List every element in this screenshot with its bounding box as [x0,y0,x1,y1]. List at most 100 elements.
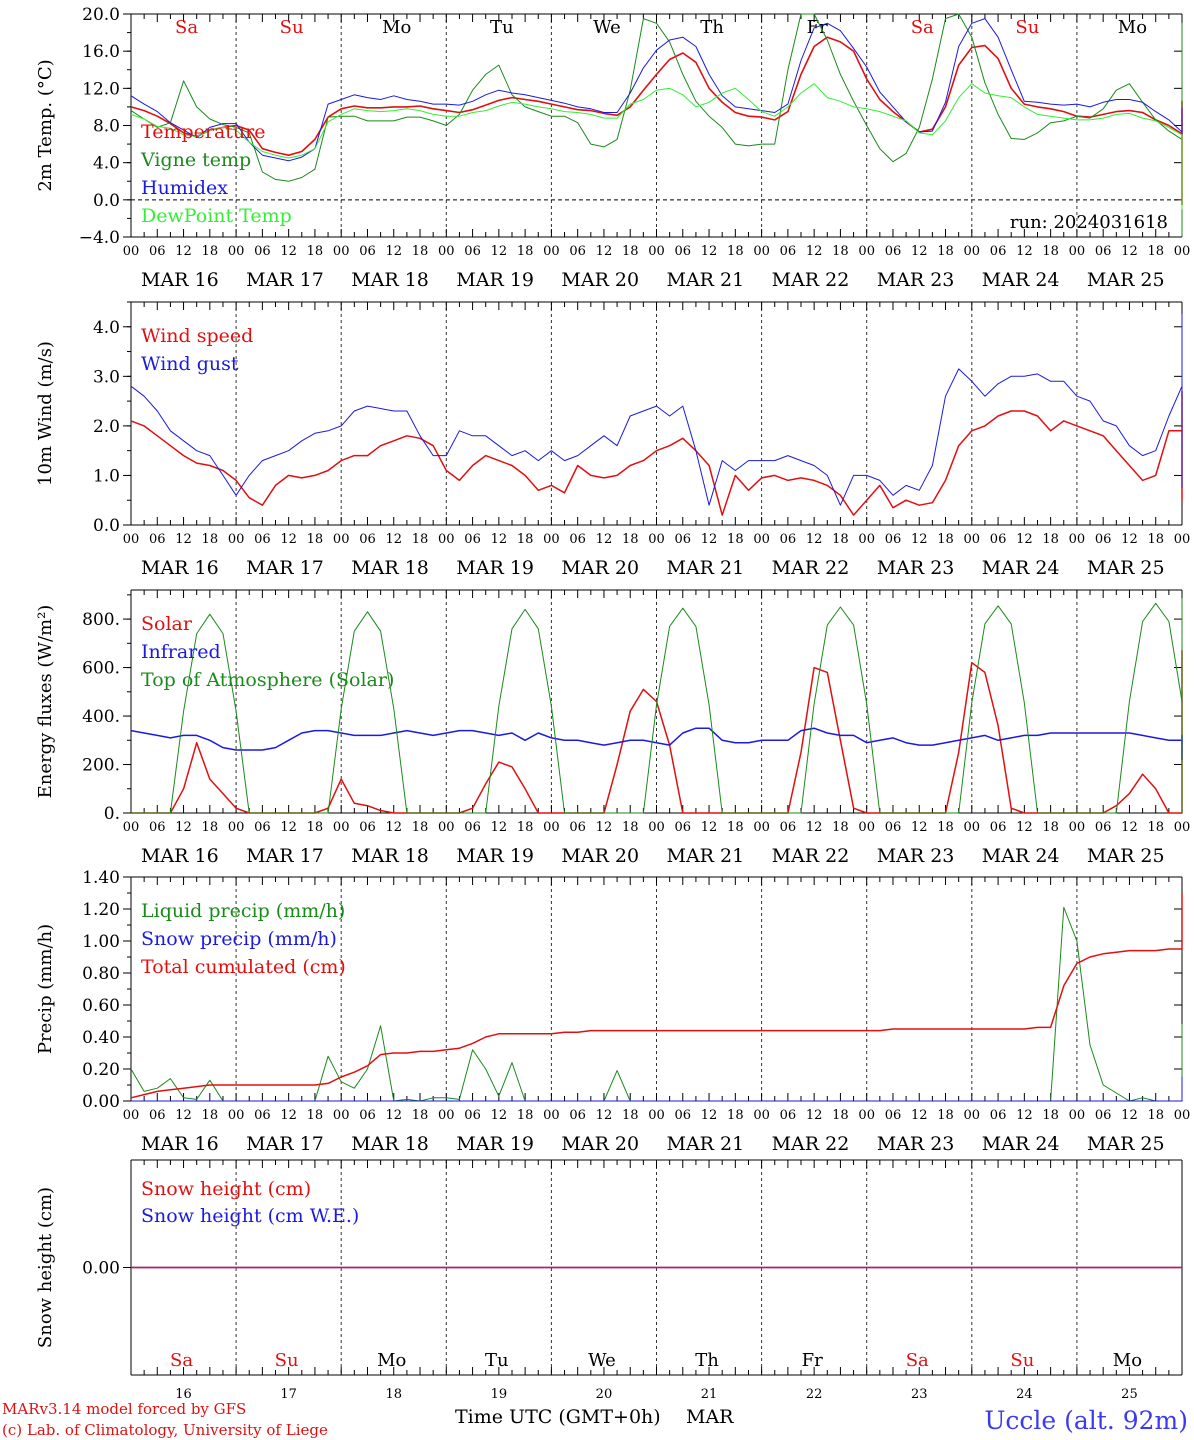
temp-legend-entry: Vigne temp [140,149,251,171]
precip-hour-label: 06 [675,1108,692,1123]
precip-hour-label: 18 [1147,1108,1164,1123]
snow-weekday-label: Mo [377,1350,406,1371]
temp-hour-label: 12 [911,244,928,259]
temp-hour-label: 06 [569,244,586,259]
wind-hour-label: 06 [885,532,902,547]
wind-hour-label: 06 [464,532,481,547]
wind-date-label: MAR 23 [877,557,955,579]
flux-hour-label: 06 [254,820,271,835]
temp-hour-label: 00 [753,244,770,259]
precip-hour-label: 18 [517,1108,534,1123]
temp-hour-label: 00 [543,244,560,259]
snow-day-number: 19 [491,1387,508,1402]
snow-day-number: 16 [175,1387,192,1402]
wind-y-tick-label: 1.0 [93,466,120,486]
precip-hour-label: 18 [727,1108,744,1123]
precip-date-label: MAR 16 [141,1133,219,1155]
wind-legend-entry: Wind gust [141,353,239,375]
temp-y-tick-label: 20.0 [82,5,120,25]
temp-date-label: MAR 21 [667,269,745,291]
temp-y-tick-label: 0.0 [93,191,120,211]
temp-hour-label: 12 [701,244,718,259]
wind-date-label: MAR 22 [772,557,850,579]
precip-y-axis-label: Precip (mm/h) [35,924,56,1054]
flux-hour-label: 06 [149,820,166,835]
flux-hour-label: 00 [1069,820,1086,835]
temp-y-tick-label: 4.0 [93,154,120,174]
flux-date-label: MAR 19 [456,845,534,867]
temp-hour-label: 06 [990,244,1007,259]
wind-hour-label: 00 [543,532,560,547]
precip-hour-label: 06 [149,1108,166,1123]
wind-series-line [130,313,1183,506]
wind-y-tick-label: 4.0 [93,318,120,338]
precip-y-tick-label: 1.40 [82,868,120,888]
flux-date-label: MAR 25 [1087,845,1165,867]
snow-day-number: 21 [701,1387,718,1402]
precip-hour-label: 00 [228,1108,245,1123]
wind-y-tick-label: 0.0 [93,516,120,536]
precip-hour-label: 00 [753,1108,770,1123]
temp-hour-label: 00 [648,244,665,259]
temp-hour-label: 06 [359,244,376,259]
wind-hour-label: 18 [727,532,744,547]
temp-date-label: MAR 16 [141,269,219,291]
flux-y-axis-label: Energy fluxes (W/m²) [35,605,56,799]
precip-y-tick-label: 0.20 [82,1060,120,1080]
wind-hour-label: 18 [517,532,534,547]
flux-hour-label: 12 [175,820,192,835]
wind-hour-label: 12 [806,532,823,547]
temp-hour-label: 06 [1095,244,1112,259]
flux-date-label: MAR 20 [561,845,639,867]
precip-date-label: MAR 21 [667,1133,745,1155]
wind-date-label: MAR 18 [351,557,429,579]
flux-hour-label: 00 [543,820,560,835]
snow-weekday-label: Th [695,1350,719,1371]
temp-hour-label: 06 [675,244,692,259]
wind-hour-label: 18 [412,532,429,547]
wind-y-tick-label: 3.0 [93,367,120,387]
precip-date-label: MAR 19 [456,1133,534,1155]
wind-hour-label: 00 [648,532,665,547]
temp-hour-label: 12 [280,244,297,259]
snow-day-number: 24 [1016,1387,1033,1402]
flux-hour-label: 00 [333,820,350,835]
flux-y-tick-label: 400. [82,707,120,727]
wind-hour-label: 12 [385,532,402,547]
flux-hour-label: 06 [885,820,902,835]
wind-hour-label: 00 [438,532,455,547]
flux-hour-label: 12 [806,820,823,835]
flux-hour-label: 18 [307,820,324,835]
precip-y-tick-label: 0.80 [82,964,120,984]
flux-legend-entry: Infrared [141,641,221,663]
temp-legend-entry: DewPoint Temp [141,205,292,227]
snow-panel: 0.00 Snow height (cm) 16 17 18 19 20 21 22 23 24 25… [35,1159,1183,1402]
precip-hour-label: 06 [359,1108,376,1123]
wind-hour-label: 12 [701,532,718,547]
precip-date-label: MAR 23 [877,1133,955,1155]
wind-legend-entry: Wind speed [141,325,253,347]
flux-hour-label: 12 [1121,820,1138,835]
flux-date-label: MAR 21 [667,845,745,867]
wind-hour-label: 18 [832,532,849,547]
snow-day-number: 17 [280,1387,297,1402]
flux-series-line [131,598,1183,814]
precip-hour-label: 00 [333,1108,350,1123]
flux-hour-label: 06 [990,820,1007,835]
temp-hour-label: 18 [727,244,744,259]
wind-hour-label: 00 [228,532,245,547]
precip-hour-label: 12 [491,1108,508,1123]
wind-hour-label: 06 [254,532,271,547]
temp-date-label: MAR 18 [351,269,429,291]
precip-date-label: MAR 24 [982,1133,1060,1155]
precip-panel: 0.00 0.20 0.40 0.60 0.80 1.00 1.20 1.40 Precip (… [35,868,1190,1155]
precip-hour-label: 00 [1069,1108,1086,1123]
flux-y-tick-label: 200. [82,756,120,776]
temp-hour-label: 12 [385,244,402,259]
precip-y-tick-label: 1.20 [82,900,120,920]
flux-date-label: MAR 24 [982,845,1060,867]
temp-weekday-label: Su [280,17,304,38]
flux-hour-label: 06 [1095,820,1112,835]
flux-hour-label: 12 [385,820,402,835]
wind-hour-label: 18 [622,532,639,547]
